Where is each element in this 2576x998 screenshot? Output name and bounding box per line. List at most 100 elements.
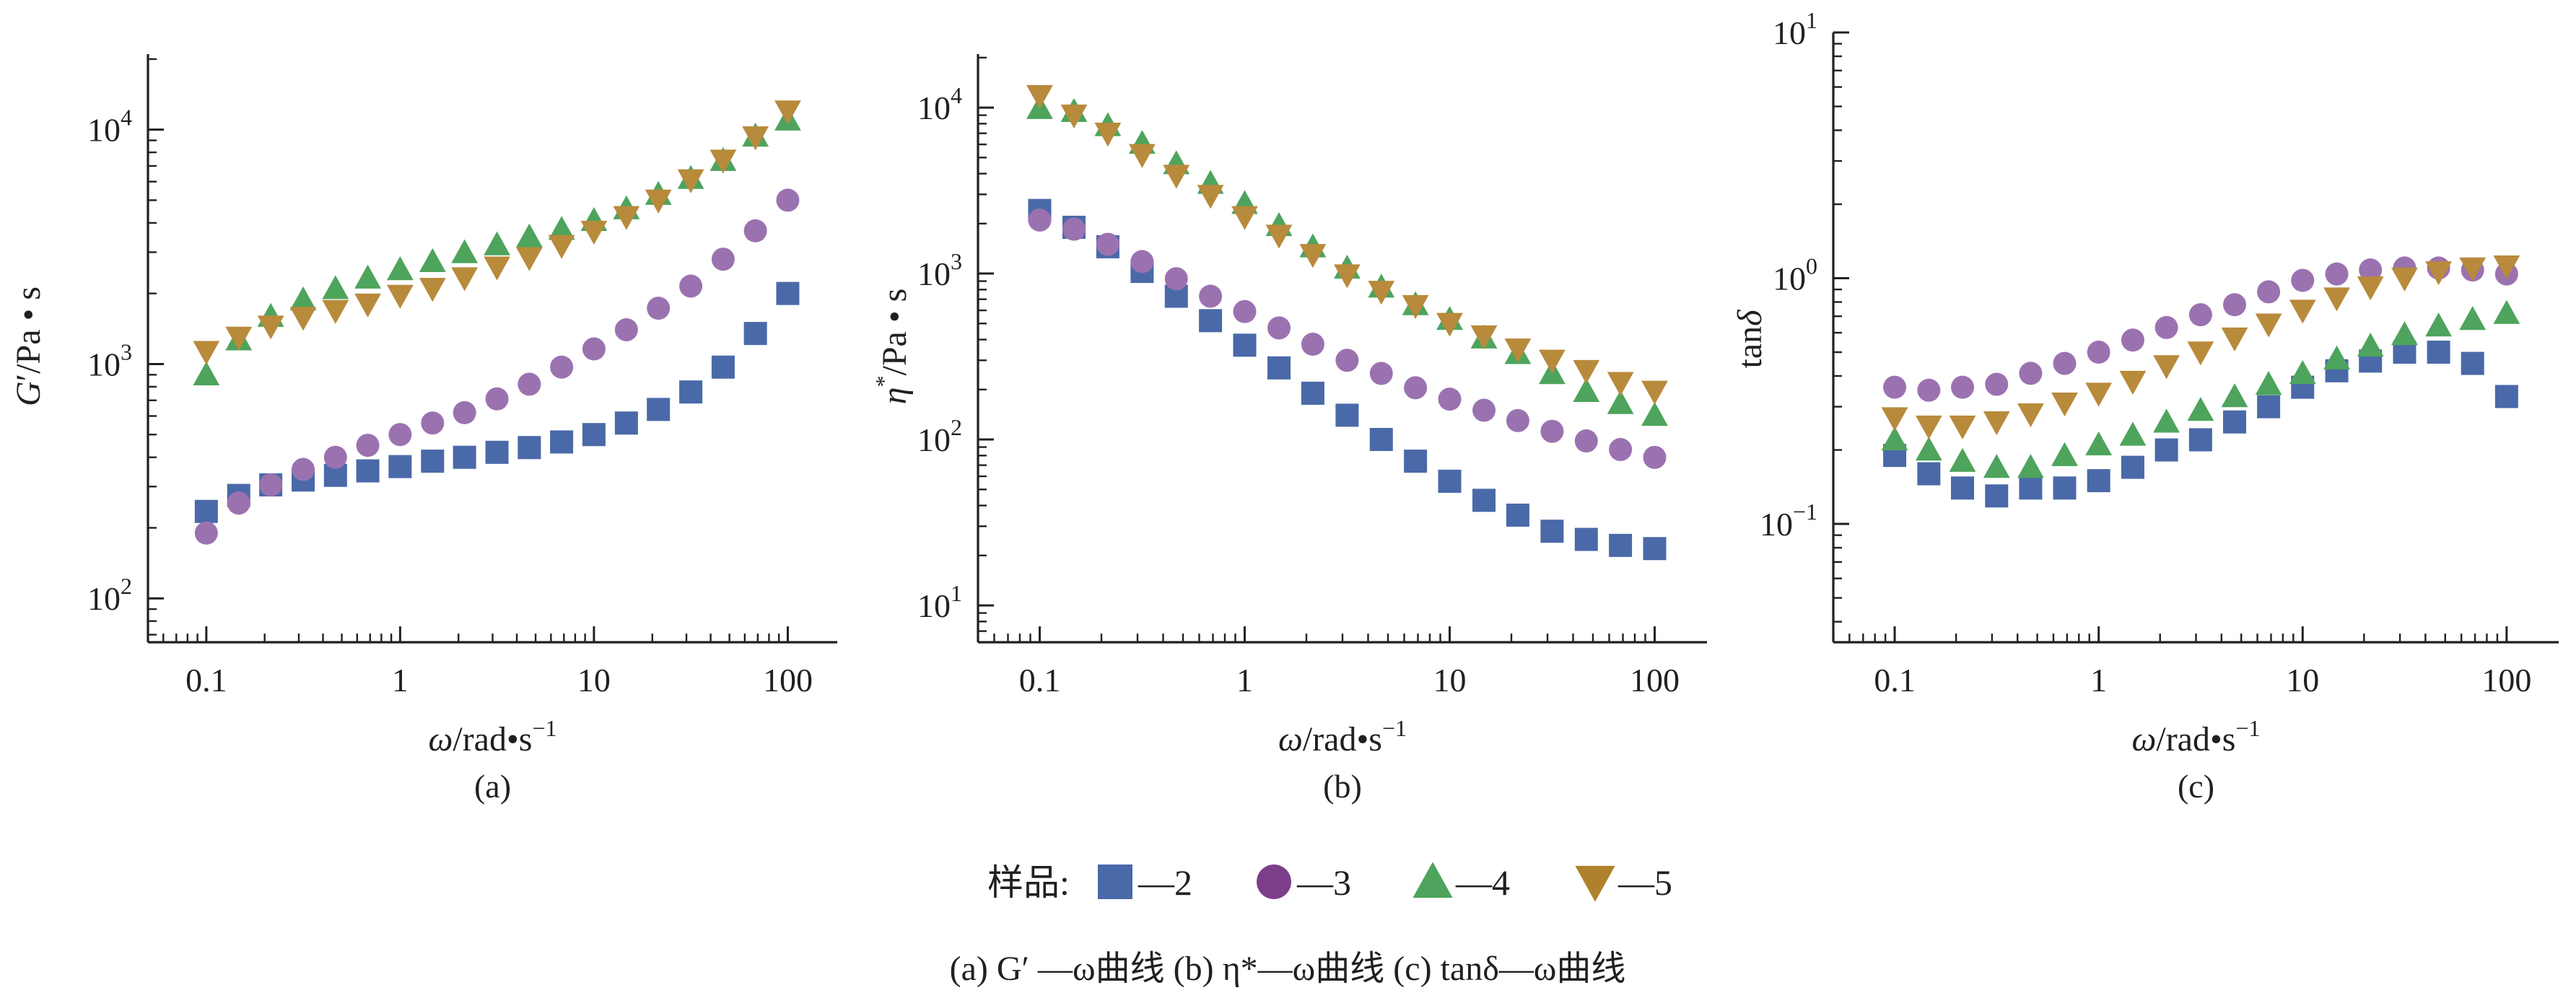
y-tick-label-base: 10 <box>1760 506 1793 543</box>
data-point-series-3 <box>2257 280 2281 304</box>
data-point-series-3 <box>1609 437 1633 461</box>
y-axis-title-unit: /Pa • s <box>876 289 914 376</box>
data-point-series-4 <box>2119 421 2147 446</box>
data-point-series-5 <box>1334 264 1361 289</box>
data-point-series-2 <box>550 430 574 454</box>
data-point-series-5 <box>1129 144 1156 168</box>
data-point-series-2 <box>1917 462 1941 486</box>
data-point-series-4 <box>2391 321 2418 346</box>
data-point-series-3 <box>421 411 445 435</box>
data-point-series-5 <box>1163 165 1190 189</box>
data-point-series-5 <box>225 326 253 351</box>
data-point-series-2 <box>2019 476 2043 500</box>
data-point-series-2 <box>2053 476 2077 500</box>
data-point-series-3 <box>1096 232 1119 256</box>
y-tick-label: 101 <box>1773 7 1817 51</box>
data-point-series-5 <box>1539 349 1566 374</box>
y-axis-title: η*/Pa • s <box>870 289 914 405</box>
y-tick-label-base: 10 <box>917 421 951 458</box>
x-tick-label: 0.1 <box>1019 662 1061 699</box>
data-point-series-2 <box>1199 309 1223 333</box>
data-point-series-2 <box>421 450 445 473</box>
data-point-series-5 <box>193 341 220 365</box>
data-point-series-2 <box>1404 450 1428 473</box>
data-point-series-2 <box>1985 484 2009 508</box>
data-point-series-3 <box>323 445 347 469</box>
data-point-series-5 <box>1470 325 1498 350</box>
data-point-series-3 <box>356 434 380 458</box>
x-tick-label: 10 <box>577 662 611 699</box>
data-point-series-3 <box>1062 217 1086 241</box>
data-point-series-3 <box>743 219 767 242</box>
y-axis-title-symbol: δ <box>1731 310 1769 326</box>
y-axis-title-symbol: G <box>9 381 48 406</box>
data-point-series-3 <box>2325 262 2349 286</box>
data-point-series-5 <box>1299 244 1327 268</box>
data-point-series-5 <box>515 247 543 271</box>
x-axis-title-unit: /rad•s <box>453 720 532 758</box>
data-point-series-5 <box>1915 415 1942 439</box>
data-point-series-5 <box>451 267 479 292</box>
legend-label-5: —5 <box>1617 862 1672 903</box>
data-point-series-2 <box>2121 455 2144 479</box>
data-point-series-5 <box>1026 84 1053 109</box>
data-point-series-3 <box>485 387 509 411</box>
data-point-series-5 <box>1265 224 1293 249</box>
data-point-series-5 <box>613 206 640 230</box>
x-axis-title-unit: /rad•s <box>2156 720 2235 758</box>
y-tick-label-exponent: 2 <box>951 414 962 440</box>
data-point-series-3 <box>1267 316 1291 340</box>
data-point-series-2 <box>1609 533 1633 557</box>
data-point-series-2 <box>1472 489 1496 512</box>
y-tick-label-exponent: 1 <box>1806 7 1817 33</box>
data-point-series-2 <box>2494 385 2518 408</box>
x-tick-label: 10 <box>1433 662 1466 699</box>
data-point-series-5 <box>677 169 704 193</box>
data-point-series-5 <box>2425 261 2453 286</box>
data-point-series-5 <box>484 256 510 281</box>
y-tick-label-exponent: 0 <box>1806 253 1817 279</box>
data-point-series-3 <box>453 400 476 424</box>
data-point-series-3 <box>1472 398 1496 422</box>
y-tick-label-base: 10 <box>87 346 121 382</box>
data-point-series-5 <box>1949 415 1976 439</box>
data-point-series-3 <box>1951 375 1975 399</box>
y-tick-label: 101 <box>917 580 962 624</box>
data-point-series-4 <box>515 223 543 248</box>
data-point-series-4 <box>1607 390 1634 414</box>
data-point-series-5 <box>1436 312 1463 337</box>
y-tick-label-base: 10 <box>1773 14 1806 51</box>
y-tick-label-base: 10 <box>1773 261 1806 297</box>
data-point-series-3 <box>2291 268 2315 292</box>
x-tick-label: 0.1 <box>185 662 227 699</box>
data-point-series-5 <box>774 100 801 125</box>
data-point-series-5 <box>2493 255 2520 280</box>
data-point-series-2 <box>1540 520 1564 543</box>
data-point-series-2 <box>1506 503 1529 527</box>
data-point-series-4 <box>2357 333 2384 357</box>
data-point-series-4 <box>1915 437 1942 461</box>
data-point-series-5 <box>289 307 317 331</box>
data-point-series-3 <box>1164 267 1188 291</box>
data-point-series-2 <box>1369 428 1393 452</box>
data-point-series-5 <box>2051 393 2078 417</box>
data-point-series-3 <box>292 458 315 481</box>
legend-marker-5 <box>1575 865 1615 902</box>
data-point-series-5 <box>1197 185 1224 209</box>
data-point-series-5 <box>1881 407 1908 432</box>
data-point-series-5 <box>1231 206 1258 230</box>
panel-label: (a) <box>474 768 511 805</box>
x-tick-label: 1 <box>2090 662 2107 699</box>
y-tick-label-base: 10 <box>917 587 951 624</box>
x-axis-title-symbol: ω <box>2131 720 2156 758</box>
data-point-series-4 <box>1983 454 2010 478</box>
legend-marker-4 <box>1413 862 1453 898</box>
data-point-series-3 <box>2359 258 2383 282</box>
data-point-series-2 <box>2188 428 2212 452</box>
x-tick-label: 100 <box>1630 662 1680 699</box>
x-tick-label: 0.1 <box>1874 662 1916 699</box>
